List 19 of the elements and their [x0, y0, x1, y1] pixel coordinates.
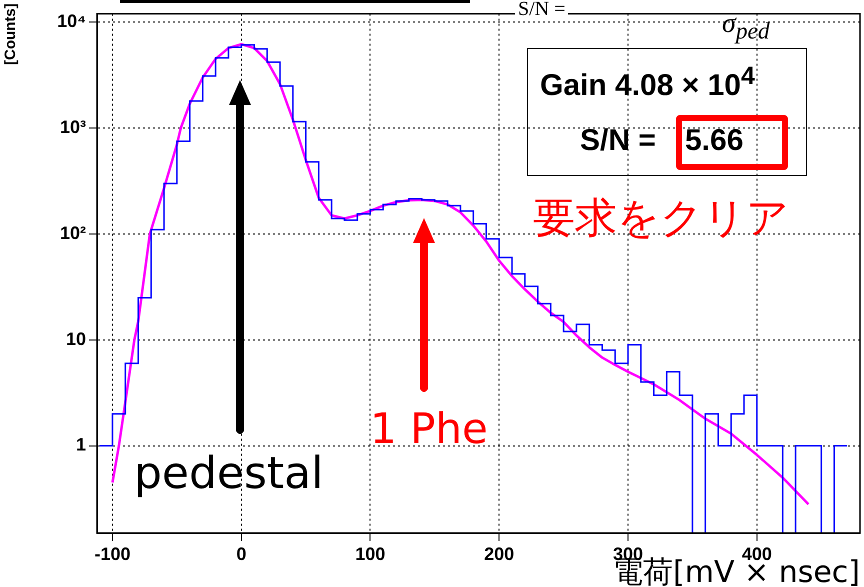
x-tick-label: -100 — [94, 544, 130, 564]
annotation: Gain 4.08 × 10$^{4}$ — [540, 62, 755, 103]
y-tick-label: 10⁴ — [57, 11, 86, 32]
annotation: 要求をクリア — [533, 192, 789, 244]
x-tick-label: 0 — [236, 544, 246, 564]
x-tick-label: 100 — [355, 544, 386, 564]
annotation: S/N = — [515, 0, 568, 20]
x-tick-label: 400 — [742, 544, 772, 564]
y-tick-label: 1 — [76, 434, 86, 455]
annotation: 1 Phe — [370, 404, 488, 453]
annotation: 5.66 — [685, 124, 744, 158]
y-tick-label: 10² — [60, 222, 86, 243]
annotation: S/N = — [580, 124, 656, 158]
y-tick-label: 10 — [66, 328, 86, 349]
annotation: σ$_{ped}$ — [722, 8, 770, 46]
y-tick-label: 10³ — [60, 117, 86, 138]
y-axis-title: [Counts] — [2, 3, 19, 65]
x-tick-label: 200 — [484, 544, 514, 564]
annotation: pedestal — [134, 448, 324, 499]
